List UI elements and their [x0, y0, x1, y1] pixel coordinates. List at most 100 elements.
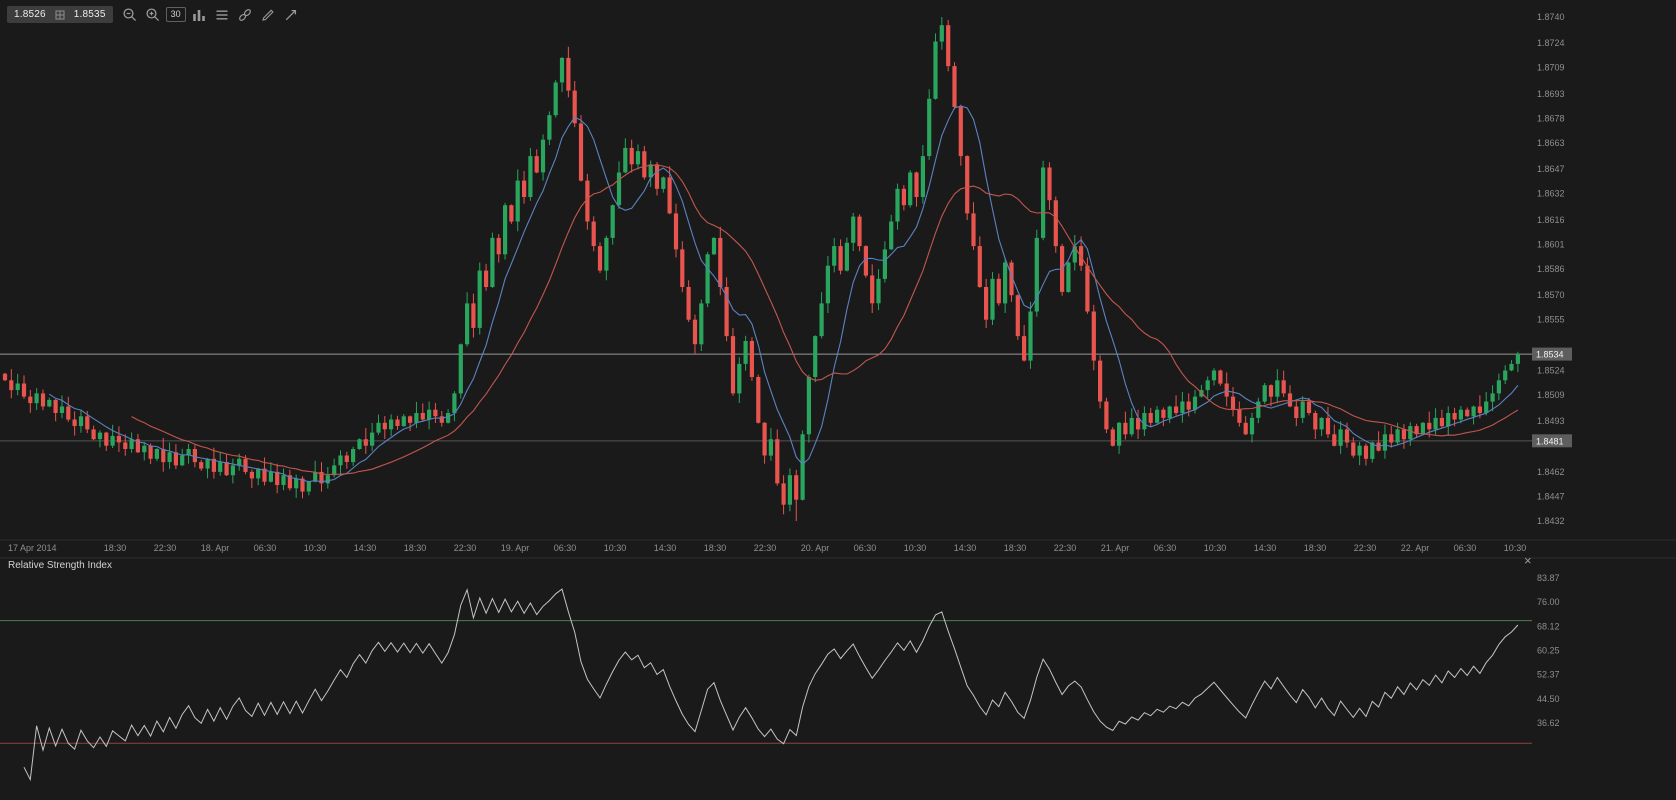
price-axis-label: 1.8493 [1537, 416, 1565, 426]
candle-body [1180, 401, 1185, 413]
candle-body [230, 465, 235, 476]
price-tag-label: 1.8534 [1536, 350, 1564, 360]
zoom-out-button[interactable] [120, 6, 140, 23]
zoom-in-icon [146, 7, 159, 21]
candle-body [737, 363, 742, 394]
candle-body [110, 435, 115, 446]
spread-grid-icon[interactable] [53, 10, 67, 20]
candle-body [97, 432, 103, 440]
candle-body [591, 221, 596, 246]
draw-button[interactable] [258, 6, 278, 23]
candle-body [249, 471, 254, 479]
candle-body [452, 393, 457, 413]
candle-body [1313, 413, 1318, 430]
candle-body [370, 432, 375, 446]
time-axis-label: 06:30 [1154, 543, 1177, 553]
candle-body [1041, 167, 1046, 238]
time-axis-label: 14:30 [1254, 543, 1277, 553]
candle-body [597, 246, 603, 271]
timeframe-button[interactable]: 30 [165, 7, 186, 22]
price-axis-label: 1.8555 [1537, 315, 1565, 325]
candle-body [389, 419, 394, 430]
candle-body [477, 270, 482, 328]
candle-body [1091, 311, 1096, 361]
time-axis-label: 14:30 [954, 543, 977, 553]
candle-body [1294, 406, 1299, 418]
candle-body [34, 393, 39, 404]
trend-tool-button[interactable] [281, 6, 301, 23]
time-axis-label: 06:30 [254, 543, 277, 553]
price-tag[interactable] [1532, 434, 1572, 448]
candle-body [578, 123, 584, 181]
candle-body [1363, 445, 1369, 459]
candle-body [1395, 429, 1400, 443]
candle-body [471, 303, 476, 328]
candle-body [819, 303, 824, 337]
candle-body [135, 439, 140, 453]
candle-body [1192, 396, 1198, 410]
candle-body [1218, 370, 1223, 384]
candle-body [446, 413, 451, 423]
candle-body [718, 237, 723, 287]
candle-body [1433, 417, 1438, 430]
zoom-in-button[interactable] [143, 6, 163, 23]
candle-body [1123, 422, 1128, 435]
chart-type-button[interactable] [189, 6, 209, 23]
candle-body [1224, 383, 1229, 397]
candle-body [237, 458, 242, 466]
time-axis-label: 14:30 [654, 543, 677, 553]
bid-price[interactable]: 1.8526 [14, 9, 46, 20]
candle-body [572, 90, 577, 124]
candle-body [338, 455, 343, 466]
candle-body [262, 468, 267, 482]
time-axis-label: 10:30 [1204, 543, 1227, 553]
time-axis-label: 22:30 [154, 543, 177, 553]
candle-body [40, 393, 46, 407]
candle-body [1401, 429, 1406, 440]
candle-body [908, 172, 913, 206]
rsi-close-button[interactable]: × [1524, 553, 1532, 568]
candle-body [1015, 295, 1020, 337]
price-tag[interactable] [1532, 347, 1572, 361]
candle-body [775, 439, 780, 484]
candle-body [53, 399, 58, 413]
candle-body [15, 383, 20, 390]
candle-body [2, 373, 8, 381]
price-tag-label: 1.8481 [1536, 436, 1564, 446]
indicators-button[interactable] [212, 6, 232, 23]
candle-body [268, 471, 273, 482]
candle-body [154, 449, 159, 459]
candle-body [692, 319, 698, 345]
candle-body [787, 475, 792, 505]
ask-price[interactable]: 1.8535 [73, 9, 106, 20]
candle-body [933, 41, 938, 99]
candle-body [1484, 401, 1489, 413]
candle-body [1066, 262, 1071, 292]
candle-body [148, 445, 153, 459]
quote-panel: 1.8526 1.8535 [7, 6, 113, 23]
candle-body [661, 177, 666, 189]
price-axis-label: 1.8647 [1537, 164, 1565, 174]
candle-body [984, 287, 989, 320]
candle-body [1155, 409, 1160, 423]
candle-body [901, 188, 906, 206]
candle-body [705, 254, 710, 304]
candle-body [1332, 434, 1337, 446]
candle-body [1351, 442, 1356, 456]
candle-body [142, 445, 147, 453]
rsi-line [23, 588, 1519, 782]
candle-body [1281, 380, 1286, 394]
candle-body [433, 409, 438, 417]
candle-body [1458, 409, 1463, 420]
time-axis-label: 22:30 [1354, 543, 1377, 553]
time-axis-label: 17 Apr 2014 [8, 543, 57, 553]
link-button[interactable] [235, 6, 255, 23]
time-axis-label: 19. Apr [501, 543, 530, 553]
candle-body [1287, 393, 1293, 407]
candle-body [642, 151, 647, 178]
candle-body [357, 439, 362, 449]
candle-body [1420, 422, 1425, 435]
candle-body [851, 216, 856, 243]
rsi-axis-label: 36.62 [1537, 718, 1560, 728]
